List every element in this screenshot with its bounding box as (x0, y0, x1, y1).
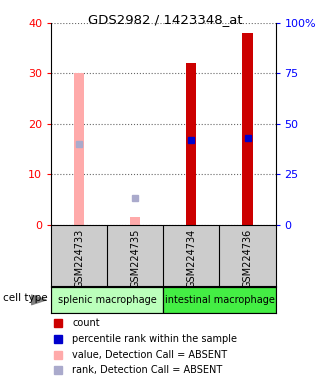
Text: GSM224736: GSM224736 (243, 229, 252, 288)
Text: splenic macrophage: splenic macrophage (58, 295, 157, 305)
Polygon shape (31, 295, 46, 305)
Text: GSM224733: GSM224733 (74, 229, 84, 288)
Text: intestinal macrophage: intestinal macrophage (165, 295, 274, 305)
Bar (74, 73, 84, 225)
Bar (51, 287, 163, 313)
Text: GSM224734: GSM224734 (186, 229, 196, 288)
Text: value, Detection Call = ABSENT: value, Detection Call = ABSENT (72, 349, 227, 359)
Text: cell type: cell type (3, 293, 48, 303)
Text: percentile rank within the sample: percentile rank within the sample (72, 334, 237, 344)
Text: count: count (72, 318, 100, 328)
Bar (243, 33, 252, 225)
Bar (163, 287, 276, 313)
Text: GDS2982 / 1423348_at: GDS2982 / 1423348_at (88, 13, 242, 26)
Bar (130, 217, 140, 225)
Text: GSM224735: GSM224735 (130, 229, 140, 288)
Text: rank, Detection Call = ABSENT: rank, Detection Call = ABSENT (72, 365, 223, 375)
Bar (186, 63, 196, 225)
